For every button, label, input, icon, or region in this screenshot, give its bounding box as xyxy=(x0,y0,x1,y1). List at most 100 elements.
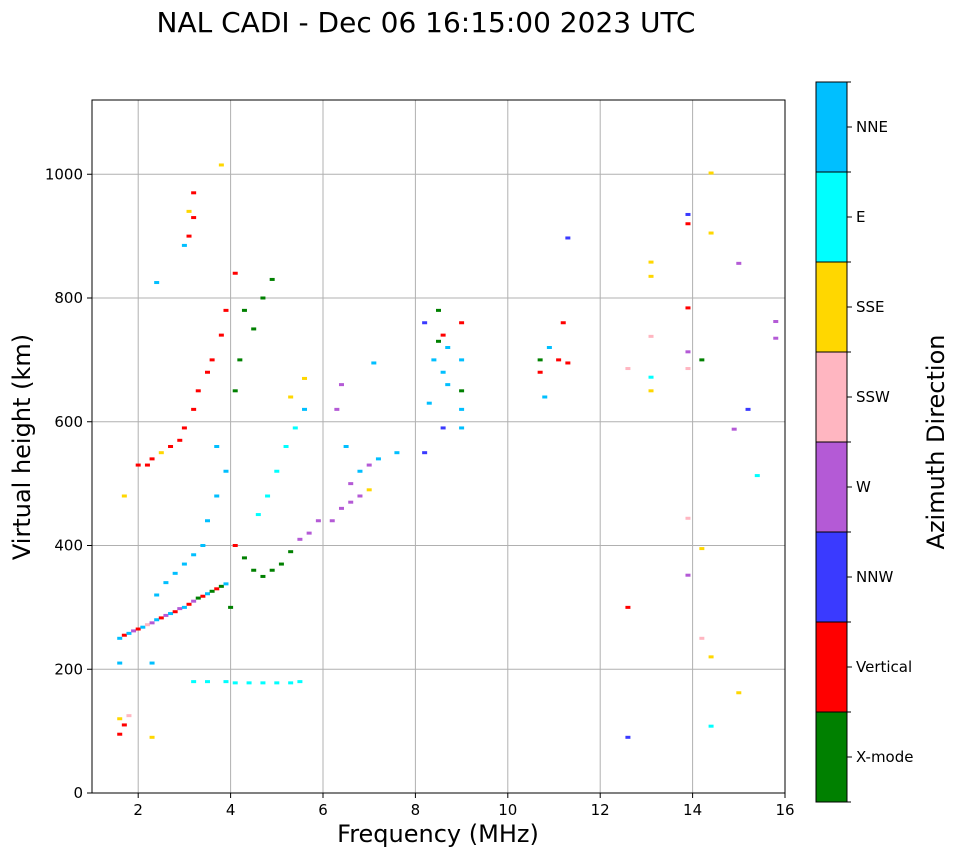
data-point xyxy=(292,426,298,430)
data-point xyxy=(274,469,280,473)
data-point xyxy=(685,222,691,226)
data-point xyxy=(274,681,280,685)
data-point xyxy=(218,584,224,588)
data-point xyxy=(754,474,760,478)
colorbar-segment xyxy=(816,442,847,532)
data-point xyxy=(140,625,146,629)
data-point xyxy=(209,358,215,362)
data-point xyxy=(246,681,252,685)
data-point xyxy=(297,537,303,541)
data-point xyxy=(191,553,197,557)
data-point xyxy=(191,216,197,220)
data-point xyxy=(422,451,428,455)
colorbar-tick-label: NNW xyxy=(856,568,893,586)
data-point xyxy=(560,321,566,325)
data-point xyxy=(191,407,197,411)
x-tick-label: 12 xyxy=(591,801,610,819)
x-tick-label: 14 xyxy=(683,801,702,819)
data-point xyxy=(232,544,238,547)
y-tick-label: 1000 xyxy=(45,165,83,183)
data-point xyxy=(699,547,705,551)
data-point xyxy=(181,562,187,566)
data-point xyxy=(232,271,238,275)
colorbar-segment xyxy=(816,622,847,712)
colorbar-tick-label: Vertical xyxy=(856,658,912,676)
y-tick-label: 0 xyxy=(73,784,83,802)
data-point xyxy=(648,389,654,393)
data-point xyxy=(223,469,229,473)
y-tick-label: 800 xyxy=(54,289,83,307)
data-point xyxy=(366,463,372,467)
y-axis-label: Virtual height (km) xyxy=(8,334,36,560)
data-point xyxy=(205,680,210,684)
data-point xyxy=(306,531,312,535)
data-point xyxy=(241,556,247,560)
data-point xyxy=(149,661,155,665)
data-point xyxy=(154,281,160,285)
data-point xyxy=(186,602,192,606)
data-point xyxy=(565,236,571,240)
data-point xyxy=(154,593,160,597)
data-point xyxy=(278,562,284,566)
y-tick-label: 400 xyxy=(54,537,83,555)
data-point xyxy=(422,321,428,325)
x-axis-ticks: 2 4 6 8 10 12 14 16 xyxy=(133,793,795,819)
data-point xyxy=(357,469,363,473)
data-point xyxy=(648,274,654,278)
data-point xyxy=(459,389,465,393)
data-point xyxy=(158,616,164,620)
grid-lines xyxy=(92,100,786,794)
data-point xyxy=(708,655,714,659)
data-point xyxy=(459,407,465,411)
data-point xyxy=(348,482,354,486)
data-point xyxy=(209,589,215,593)
data-point xyxy=(135,463,141,467)
data-point xyxy=(131,629,137,633)
colorbar-tick-label: X-mode xyxy=(856,748,913,766)
colorbar-segment xyxy=(816,172,847,262)
data-point xyxy=(440,370,446,374)
data-point xyxy=(338,506,344,510)
data-point xyxy=(232,681,238,685)
data-point xyxy=(218,163,224,167)
colorbar: X-mode Vertical NNW W SSW SSE E NNE xyxy=(815,81,913,803)
data-point xyxy=(177,438,183,442)
colorbar-tick-label: W xyxy=(856,478,871,496)
data-point xyxy=(440,426,446,430)
data-point xyxy=(168,445,174,448)
data-point xyxy=(648,375,654,379)
data-point xyxy=(181,426,187,430)
data-point xyxy=(288,550,294,554)
data-point xyxy=(200,594,206,598)
data-point xyxy=(426,401,432,405)
data-point xyxy=(685,516,691,520)
data-point xyxy=(223,680,229,684)
plot-frame xyxy=(91,99,786,794)
data-point xyxy=(288,395,294,399)
data-point xyxy=(708,171,714,175)
data-point xyxy=(329,519,335,523)
data-point xyxy=(685,212,691,216)
data-point xyxy=(436,339,441,343)
data-point xyxy=(708,231,714,235)
data-point xyxy=(237,358,243,362)
data-point xyxy=(232,389,238,393)
x-tick-label: 8 xyxy=(411,801,421,819)
data-point xyxy=(191,599,197,603)
data-point xyxy=(334,407,340,411)
data-point xyxy=(255,513,261,517)
data-point xyxy=(269,277,275,281)
x-tick-label: 2 xyxy=(133,801,143,819)
data-point xyxy=(223,308,229,312)
data-point xyxy=(172,610,178,614)
colorbar-tick-label: SSW xyxy=(856,388,890,406)
data-point xyxy=(565,361,571,365)
data-point xyxy=(546,346,552,349)
data-point xyxy=(459,426,465,430)
data-point xyxy=(117,732,123,736)
data-point xyxy=(269,568,275,572)
data-point xyxy=(436,308,441,312)
data-point xyxy=(117,636,123,640)
data-point xyxy=(117,717,123,721)
x-tick-label: 6 xyxy=(318,801,328,819)
